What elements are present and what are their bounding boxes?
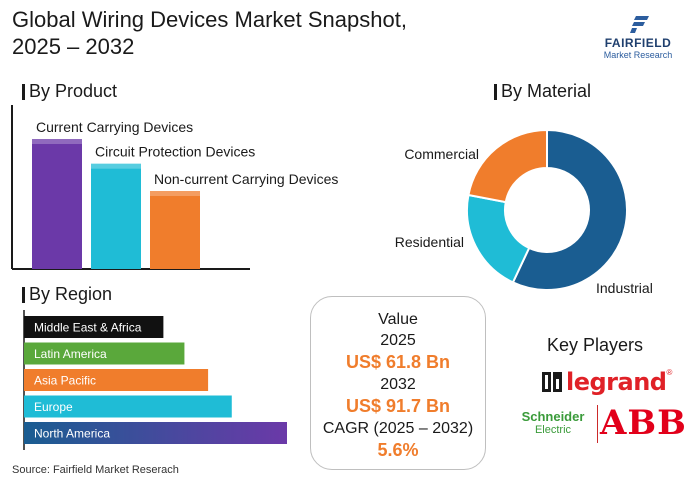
bar-circuit-protection-devices	[91, 163, 141, 269]
schneider-electric-text: Electric	[534, 424, 572, 436]
abb-logo: ABB	[600, 403, 687, 443]
product-heading: By Product	[22, 81, 117, 102]
bar-circuit-protection-devices-highlight	[91, 163, 141, 169]
bar-middle-east-africa	[24, 316, 164, 338]
bar-europe	[24, 395, 232, 418]
bar-non-current-carrying-devices	[150, 191, 200, 269]
label-circuit-protection-devices: Circuit Protection Devices	[95, 144, 255, 160]
region-heading: By Region	[22, 284, 112, 305]
value-year-2025: 2025	[380, 332, 416, 349]
title-line-2: 2025 – 2032	[12, 34, 135, 59]
label-industrial: Industrial	[596, 280, 653, 296]
label-north-america: North America	[34, 427, 110, 441]
material-heading: By Material	[494, 81, 591, 102]
value-2025: US$ 61.8 Bn	[345, 352, 451, 372]
value-2032: US$ 91.7 Bn	[345, 396, 451, 416]
fairfield-f-icon	[630, 16, 649, 33]
heading-marker	[22, 286, 25, 303]
label-europe: Europe	[34, 400, 73, 414]
key-players-title: Key Players	[546, 335, 644, 355]
logo-sub: Market Research	[603, 50, 673, 60]
region-heading-text: By Region	[29, 284, 113, 304]
cagr-value: 5.6%	[377, 440, 419, 460]
heading-marker	[22, 83, 25, 100]
legrand-logo: legrand ®	[540, 368, 672, 396]
region-bar-chart: Middle East & Africa Latin America Asia Pa…	[23, 310, 287, 450]
label-current-carrying-devices: Current Carrying Devices	[36, 119, 193, 135]
material-heading-text: By Material	[501, 81, 592, 101]
schneider-wordmark: Schneider	[521, 409, 585, 424]
label-asia-pacific: Asia Pacific	[34, 374, 96, 388]
schneider-logo: Schneider Electric	[511, 409, 595, 437]
title-line-1: Global Wiring Devices Market Snapshot,	[12, 7, 407, 32]
logo-brand: FAIRFIELD	[604, 36, 672, 50]
label-middle-east-africa: Middle East & Africa	[34, 321, 142, 335]
label-residential: Residential	[395, 234, 464, 250]
cagr-label: CAGR (2025 – 2032)	[322, 420, 474, 437]
label-non-current-carrying-devices: Non-current Carrying Devices	[154, 171, 338, 187]
bar-current-carrying-devices	[32, 139, 82, 269]
legrand-wordmark: legrand	[566, 368, 667, 396]
slice-commercial	[467, 128, 548, 204]
value-year-2032: 2032	[380, 376, 416, 393]
material-donut-chart: Industrial Residential Commercial	[395, 128, 653, 296]
product-heading-text: By Product	[29, 81, 118, 101]
legrand-registered: ®	[666, 368, 673, 377]
logo-divider	[597, 405, 598, 443]
page-title: Global Wiring Devices Market Snapshot, 2…	[12, 6, 532, 60]
slice-industrial	[511, 128, 628, 291]
bar-current-carrying-devices-highlight	[32, 139, 82, 144]
label-latin-america: Latin America	[34, 347, 107, 361]
product-bar-chart: Current Carrying Devices Circuit Protecti…	[11, 105, 338, 270]
heading-marker	[494, 83, 497, 100]
bar-asia-pacific	[24, 369, 209, 391]
bar-latin-america	[24, 342, 185, 365]
label-commercial: Commercial	[404, 146, 479, 162]
slice-residential	[466, 193, 531, 284]
market-value-box: Value 2025 US$ 61.8 Bn 2032 US$ 91.7 Bn …	[310, 296, 486, 470]
source-note: Source: Fairfield Market Reserach	[12, 464, 179, 476]
value-label: Value	[378, 311, 418, 328]
bar-non-current-carrying-devices-highlight	[150, 191, 200, 196]
fairfield-logo: FAIRFIELD Market Research	[588, 12, 688, 62]
legrand-mark-icon	[542, 372, 562, 392]
bar-north-america	[24, 422, 287, 444]
